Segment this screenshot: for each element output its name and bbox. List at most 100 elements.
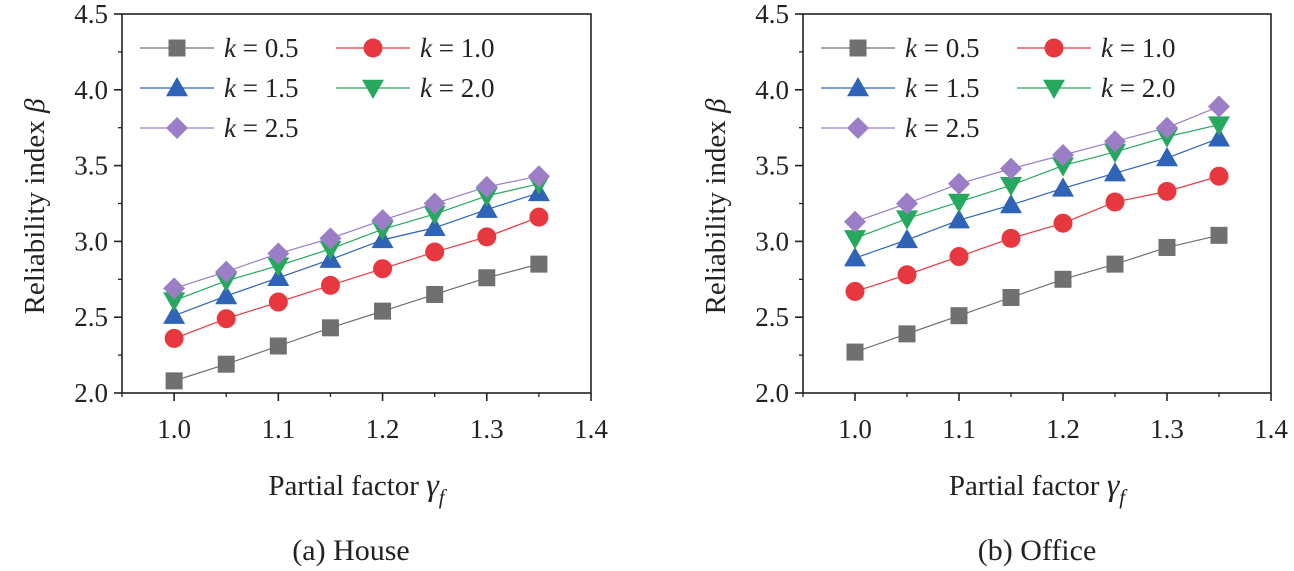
legend-item: k = 1.5 xyxy=(140,73,298,103)
data-point xyxy=(319,227,342,250)
data-series xyxy=(164,207,549,348)
data-point xyxy=(948,209,970,229)
x-tick-label: 1.2 xyxy=(366,414,400,444)
x-tick-label: 1.1 xyxy=(942,414,976,444)
series-line xyxy=(854,137,1220,259)
legend-item: k = 1.0 xyxy=(1017,33,1175,63)
data-series xyxy=(844,116,1230,250)
legend-item: k = 2.0 xyxy=(336,73,494,103)
legend-item: k = 0.5 xyxy=(821,33,979,63)
legend-marker xyxy=(1043,79,1065,99)
legend-marker xyxy=(362,79,384,99)
x-axis-title: Partial factor γf xyxy=(268,466,447,509)
data-point xyxy=(1000,194,1022,214)
data-point xyxy=(163,277,186,300)
data-point xyxy=(267,257,290,277)
x-tick-label: 1.2 xyxy=(1046,414,1080,444)
legend-item: k = 0.5 xyxy=(140,33,298,63)
data-point xyxy=(1210,226,1228,244)
legend-item: k = 2.5 xyxy=(821,113,979,143)
legend-label: k = 1.0 xyxy=(420,33,494,63)
y-axis-title: Reliability index β xyxy=(19,98,51,314)
legend-marker xyxy=(1044,38,1064,58)
data-point xyxy=(267,242,290,265)
x-tick-label: 1.4 xyxy=(1254,414,1288,444)
legend: k = 0.5 k = 1.0 k = 1.5 k = 2.0 k = 2.5 xyxy=(140,33,494,143)
data-series xyxy=(165,255,548,390)
data-point xyxy=(527,165,550,188)
legend-marker xyxy=(166,77,188,97)
y-tick-label: 2.0 xyxy=(74,378,108,408)
data-point xyxy=(1104,143,1126,163)
y-tick-label: 4.0 xyxy=(74,75,108,105)
data-point xyxy=(1157,181,1177,201)
legend-item: k = 1.5 xyxy=(821,73,979,103)
legend-marker xyxy=(847,117,869,139)
data-series xyxy=(844,127,1230,267)
data-series xyxy=(846,226,1228,361)
legend-marker xyxy=(847,77,869,97)
data-point xyxy=(1000,157,1022,180)
series-line xyxy=(173,183,540,302)
data-point xyxy=(1000,177,1022,197)
data-point xyxy=(529,207,549,227)
data-point xyxy=(844,210,866,233)
data-point xyxy=(1106,255,1124,273)
data-point xyxy=(950,307,968,325)
data-point xyxy=(373,259,393,279)
data-point xyxy=(216,309,236,329)
legend-marker xyxy=(363,38,383,58)
y-tick-label: 3.5 xyxy=(74,151,108,181)
data-point xyxy=(165,372,183,390)
data-point xyxy=(423,192,446,215)
data-point xyxy=(1208,116,1230,136)
data-point xyxy=(475,198,498,218)
data-point xyxy=(844,247,866,267)
data-point xyxy=(1208,95,1230,118)
data-point xyxy=(1104,162,1126,182)
data-point xyxy=(215,260,238,283)
legend-label: k = 1.5 xyxy=(905,73,979,103)
data-point xyxy=(269,337,287,355)
data-point xyxy=(846,343,864,361)
y-tick-label: 4.0 xyxy=(755,75,789,105)
legend-label: k = 2.0 xyxy=(1101,73,1175,103)
y-tick-label: 4.5 xyxy=(74,0,108,29)
y-tick-label: 2.5 xyxy=(74,302,108,332)
data-series xyxy=(163,181,550,324)
data-point xyxy=(321,319,339,337)
data-point xyxy=(475,175,498,198)
data-series xyxy=(163,175,550,312)
data-point xyxy=(215,284,238,305)
series-line xyxy=(854,234,1220,353)
y-tick-label: 2.5 xyxy=(755,302,789,332)
legend-label: k = 2.0 xyxy=(420,73,494,103)
legend-label: k = 1.0 xyxy=(1101,33,1175,63)
data-point xyxy=(163,304,186,324)
data-point xyxy=(845,281,865,301)
x-axis-title: Partial factor γf xyxy=(949,466,1128,509)
legend-label: k = 2.5 xyxy=(905,113,979,143)
legend-item: k = 2.0 xyxy=(1017,73,1175,103)
x-tick-label: 1.4 xyxy=(574,414,608,444)
data-series xyxy=(163,165,550,300)
data-point xyxy=(1052,143,1074,166)
series-line xyxy=(173,192,540,317)
data-point xyxy=(948,193,970,213)
data-point xyxy=(844,230,866,250)
data-point xyxy=(949,247,969,267)
data-point xyxy=(1053,213,1073,233)
data-point xyxy=(1052,157,1074,177)
chart-caption: (b) Office xyxy=(978,534,1097,567)
data-point xyxy=(1002,288,1020,306)
x-tick-label: 1.3 xyxy=(470,414,504,444)
data-point xyxy=(319,240,342,260)
legend-marker xyxy=(168,39,186,57)
data-point xyxy=(423,216,446,237)
data-point xyxy=(896,210,918,230)
legend-label: k = 2.5 xyxy=(224,113,298,143)
y-tick-label: 3.0 xyxy=(74,226,108,256)
legend: k = 0.5 k = 1.0 k = 1.5 k = 2.0 k = 2.5 xyxy=(821,33,1175,143)
data-point xyxy=(896,228,918,249)
